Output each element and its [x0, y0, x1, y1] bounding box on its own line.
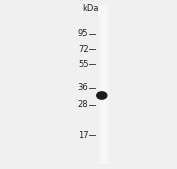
Ellipse shape — [96, 91, 107, 100]
Text: 55: 55 — [78, 60, 88, 69]
Text: kDa: kDa — [82, 4, 99, 13]
Text: 28: 28 — [78, 100, 88, 109]
Text: 36: 36 — [78, 83, 88, 92]
Text: 95: 95 — [78, 29, 88, 38]
Bar — [96, 5, 112, 164]
Text: 17: 17 — [78, 131, 88, 140]
Text: 72: 72 — [78, 44, 88, 54]
